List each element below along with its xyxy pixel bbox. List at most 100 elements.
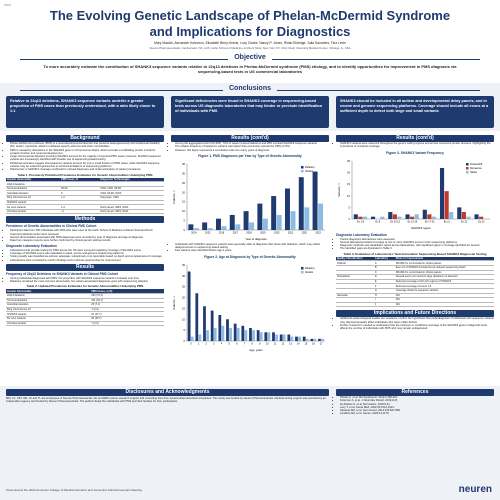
table-row: Suboptimal D Several exons not covered; la…: [336, 274, 494, 280]
legend-swatch: [301, 266, 304, 270]
y-tick-label: 25: [182, 181, 185, 185]
bullet: Few variants were identified before age …: [175, 249, 329, 252]
bar: [439, 167, 445, 219]
logo: neuren: [458, 484, 492, 495]
table-row: C SHANK3 is not included in clinical pane…: [336, 270, 494, 276]
cell: N/A: [394, 302, 494, 308]
bar: [422, 209, 427, 219]
conclusions-heading: Conclusions: [0, 85, 500, 92]
x-tick-label: 2015: [205, 231, 211, 234]
y-tick-label: 0: [184, 339, 186, 343]
column-header: PMS Cases, n (%): [90, 289, 164, 294]
x-tick-label: Ex 17-20: [425, 220, 435, 223]
heading-text: Conclusions: [222, 85, 277, 92]
x-tick-label: 2018: [246, 231, 252, 234]
bullet: Landlust AM, et al. Genes. 2023;14:1179.: [340, 412, 494, 415]
y-tick-label: 25: [182, 284, 185, 288]
bullet: Testing quality was classified as optima…: [10, 255, 164, 258]
x-tick-label: 2: [205, 342, 207, 345]
bar: [210, 310, 214, 341]
y-tick-label: 5: [349, 205, 351, 209]
cell: 9: [60, 190, 100, 197]
table-row: Adequate H N/A: [336, 293, 494, 299]
legend-swatch: [466, 170, 469, 174]
bar: [427, 213, 432, 219]
chart-title: Figure 3. SHANK3 Variant Frequency: [386, 151, 444, 155]
y-tick-label: 15: [182, 306, 185, 310]
table-row: SHANK3 variants 97 (27.7): [6, 311, 164, 317]
bar: [370, 216, 376, 219]
section-heading: Background: [6, 135, 164, 142]
bar: [221, 226, 227, 230]
x-tick-label: 7: [244, 342, 246, 345]
footer-band: [0, 386, 500, 500]
cell: Karyotype, CMA: [99, 195, 164, 201]
table-row: 22q13 deletions: [6, 181, 164, 187]
cell: SHANK3 variants: [6, 311, 91, 317]
cell: De novo variants: [6, 316, 91, 322]
cell: [336, 297, 374, 303]
bar: [206, 329, 209, 341]
bar: [321, 338, 324, 341]
conclusion-box: Significant deficiencies were found in S…: [171, 96, 329, 128]
legend-label: Variant: [305, 169, 313, 173]
cell: Terminal deletions: [6, 298, 91, 304]
bar: [312, 171, 318, 230]
chart-title: Figure 1. PMS Diagnoses per Year by Type…: [198, 154, 302, 158]
x-tick-label: 2019: [260, 231, 266, 234]
cell: Exon 21 of SHANK3 included but at reduce…: [394, 265, 494, 271]
table-row: G Coverage limited to sequence variants: [336, 288, 494, 294]
bar: [229, 327, 232, 341]
conclusion-box: Relative to 22q13 deletions, SHANK3 sequ…: [6, 96, 164, 128]
cell: Suboptimal: [336, 274, 374, 280]
cell: CMA, FISH, MLPA: [99, 186, 164, 192]
table-caption: Table 3. Evaluation of Laboratories' Nex…: [343, 251, 487, 256]
bullets: Twelve diagnostic laboratories were asse…: [336, 238, 494, 251]
bar: [298, 177, 304, 230]
bar: [449, 211, 454, 219]
bullet: The identified gaps are illustrated in T…: [340, 247, 494, 250]
bullet: Several laboratories lacked coverage of …: [340, 241, 494, 244]
cell: 1-3: [60, 204, 100, 210]
bar: [203, 306, 206, 341]
cell: 7 (2.0): [90, 307, 164, 313]
y-tick-label: 20: [182, 190, 185, 194]
cell: Inherited variants: [6, 209, 61, 215]
heading-text: Objective: [228, 54, 272, 61]
table-row: J N/A: [336, 302, 494, 308]
bar: [226, 319, 229, 341]
cell: [336, 283, 374, 289]
bar: [431, 216, 437, 219]
column-header: Quality Classification: [336, 256, 374, 262]
x-tick-label: 6: [236, 342, 238, 345]
legend-label: Deletion: [305, 266, 315, 270]
table-row: Inherited variants <1 NGS panels, WES, WGS: [6, 209, 164, 215]
bullet: The relative frequency of sequence varia…: [175, 145, 329, 148]
bullet: Sarasua SM, et al. Hum Genet. 2014;133:8…: [340, 409, 494, 412]
x-tick-label: Ex 1-8: [357, 220, 365, 223]
table-caption: Table 1. Previously Published Prevalence…: [17, 172, 153, 177]
title: and Implications for Diagnostics: [149, 24, 351, 39]
bar: [405, 213, 410, 219]
x-tick-label: 2021: [288, 231, 294, 234]
bullets: Among individuals diagnosed with PMS, th…: [6, 277, 164, 284]
table-row: I N/A: [336, 297, 494, 303]
bar: [249, 222, 255, 230]
bullet: Additional epidemiological studies are n…: [340, 317, 494, 324]
objective-text: To more accurately estimate the contribu…: [43, 64, 457, 74]
cell: D: [373, 274, 395, 280]
bar: [284, 188, 290, 230]
cell: De novo variants: [6, 204, 61, 210]
bar: [388, 211, 393, 219]
cell: Ring chromosome 22: [6, 307, 91, 313]
table-row: Ring chromosome 22 7 (2.0): [6, 307, 164, 313]
bar: [414, 213, 419, 219]
x-tick-label: 2016: [219, 231, 225, 234]
table-row: Ring chromosome 22 1-2 Karyotype, CMA: [6, 195, 164, 201]
bullets: Phelan K, et al. Mol Syndromol. 2012;2:1…: [336, 396, 494, 416]
x-tick-label: 10: [266, 342, 269, 345]
cell: SHANK3 variants: [6, 200, 61, 206]
bar: [229, 214, 235, 230]
table-grid: Genetic Abnormality PMS Cases, % Diagnosti…: [6, 177, 164, 215]
table-row: F Reduced coverage of exons 1-8: [336, 283, 494, 289]
